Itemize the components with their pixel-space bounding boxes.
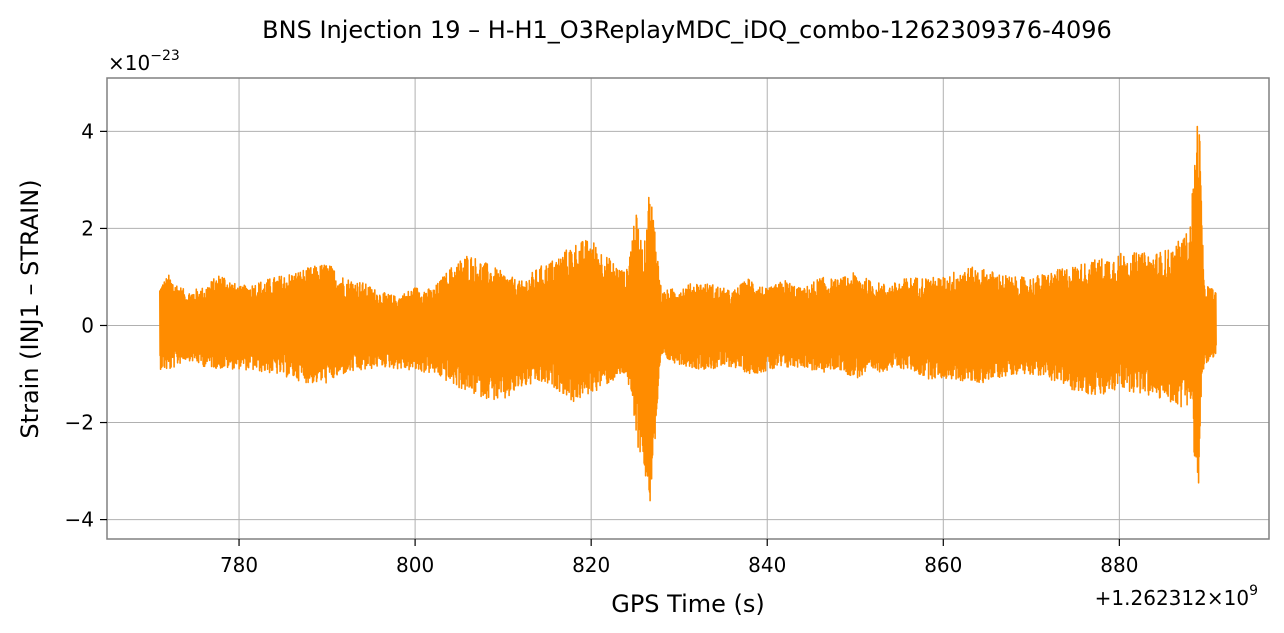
x-tick-label: 860 <box>924 553 962 577</box>
y-tick-label: −2 <box>65 411 94 435</box>
y-ticks: −4 −2 0 2 4 <box>65 119 107 532</box>
x-offset: +1.262312×109 <box>1095 583 1258 610</box>
y-tick-label: −4 <box>65 508 94 532</box>
y-tick-label: 2 <box>81 216 94 240</box>
x-ticks: 780 800 820 840 860 880 <box>220 539 1138 577</box>
x-tick-label: 880 <box>1100 553 1138 577</box>
x-tick-label: 800 <box>396 553 434 577</box>
y-tick-label: 0 <box>81 313 94 337</box>
y-multiplier: ×10−23 <box>108 48 180 75</box>
x-tick-label: 840 <box>748 553 786 577</box>
y-multiplier-exponent: −23 <box>150 48 180 64</box>
x-tick-label: 820 <box>572 553 610 577</box>
plot-frame <box>106 77 1270 540</box>
y-multiplier-base: ×10 <box>108 51 150 75</box>
x-offset-base: +1.262312×10 <box>1095 586 1249 610</box>
y-axis-label: Strain (INJ1 – STRAIN) <box>16 179 44 438</box>
chart-title: BNS Injection 19 – H-H1_O3ReplayMDC_iDQ_… <box>262 16 1112 44</box>
x-axis-label: GPS Time (s) <box>611 590 765 618</box>
series-layer <box>159 125 1217 502</box>
x-tick-label: 780 <box>220 553 258 577</box>
strain-series-line <box>159 125 1217 502</box>
y-tick-label: 4 <box>81 119 94 143</box>
x-offset-exponent: 9 <box>1249 583 1258 599</box>
